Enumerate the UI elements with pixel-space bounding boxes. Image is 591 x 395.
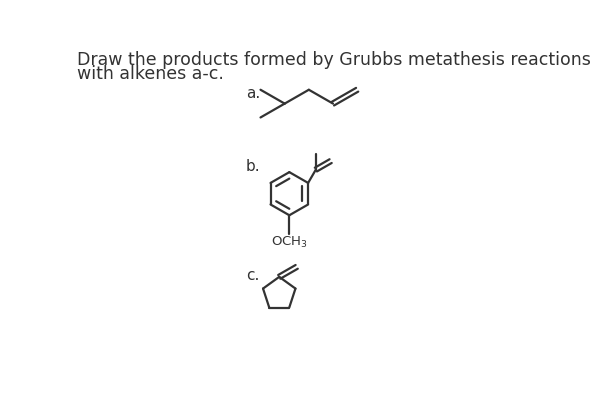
Text: b.: b. bbox=[246, 159, 261, 174]
Text: c.: c. bbox=[246, 268, 259, 283]
Text: OCH$_3$: OCH$_3$ bbox=[271, 235, 308, 250]
Text: a.: a. bbox=[246, 86, 260, 101]
Text: Draw the products formed by Grubbs metathesis reactions: Draw the products formed by Grubbs metat… bbox=[77, 51, 591, 69]
Text: with alkenes a-c.: with alkenes a-c. bbox=[77, 65, 224, 83]
